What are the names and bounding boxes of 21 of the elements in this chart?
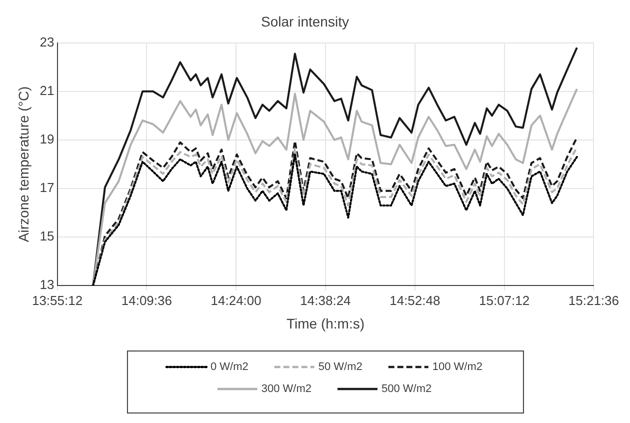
- x-axis-title: Time (h:m:s): [286, 315, 365, 332]
- chart-title: Solar intensity: [261, 13, 349, 30]
- x-tick-label: 15:07:12: [478, 292, 530, 308]
- y-tick-label: 21: [40, 82, 54, 98]
- legend-label: 0 W/m2: [210, 361, 248, 374]
- legend-label: 300 W/m2: [261, 383, 312, 396]
- x-tick-label: 13:55:12: [32, 292, 83, 308]
- x-tick-label: 14:09:36: [121, 292, 172, 308]
- x-tick-label: 15:21:36: [568, 292, 620, 308]
- legend-label: 50 W/m2: [318, 361, 362, 374]
- y-tick-label: 13: [40, 277, 54, 292]
- x-tick-label: 14:38:24: [300, 292, 351, 308]
- y-tick-label: 19: [40, 132, 54, 146]
- legend-label: 500 W/m2: [381, 383, 432, 396]
- y-tick-label: 23: [40, 34, 54, 50]
- x-tick-label: 14:52:48: [390, 292, 440, 308]
- legend-label: 100 W/m2: [432, 361, 483, 374]
- y-axis-title: Airzone temperature (°C): [15, 86, 32, 242]
- x-tick-label: 14:24:00: [210, 292, 262, 308]
- y-tick-label: 17: [40, 180, 54, 196]
- y-tick-label: 15: [40, 228, 54, 244]
